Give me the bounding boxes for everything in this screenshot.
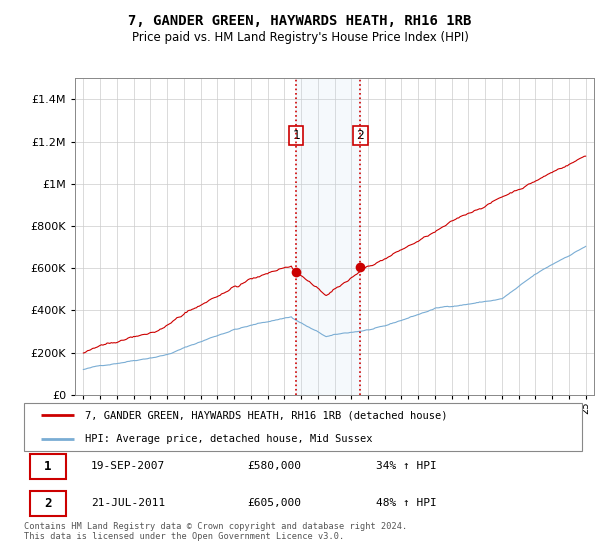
Bar [296,78,361,395]
Text: £605,000: £605,000 [247,498,301,508]
Text: 2: 2 [44,497,52,510]
Text: £580,000: £580,000 [247,461,301,472]
FancyBboxPatch shape [24,403,582,451]
FancyBboxPatch shape [29,454,66,479]
Text: Contains HM Land Registry data © Crown copyright and database right 2024.
This d: Contains HM Land Registry data © Crown c… [24,522,407,542]
Text: 2: 2 [356,129,364,142]
Text: 1: 1 [292,129,300,142]
Text: 21-JUL-2011: 21-JUL-2011 [91,498,165,508]
Text: 19-SEP-2007: 19-SEP-2007 [91,461,165,472]
Text: 48% ↑ HPI: 48% ↑ HPI [376,498,436,508]
Text: 7, GANDER GREEN, HAYWARDS HEATH, RH16 1RB: 7, GANDER GREEN, HAYWARDS HEATH, RH16 1R… [128,14,472,28]
Text: HPI: Average price, detached house, Mid Sussex: HPI: Average price, detached house, Mid … [85,434,373,444]
Text: 34% ↑ HPI: 34% ↑ HPI [376,461,436,472]
Text: 7, GANDER GREEN, HAYWARDS HEATH, RH16 1RB (detached house): 7, GANDER GREEN, HAYWARDS HEATH, RH16 1R… [85,410,448,420]
Text: 1: 1 [44,460,52,473]
Text: Price paid vs. HM Land Registry's House Price Index (HPI): Price paid vs. HM Land Registry's House … [131,31,469,44]
FancyBboxPatch shape [29,491,66,516]
